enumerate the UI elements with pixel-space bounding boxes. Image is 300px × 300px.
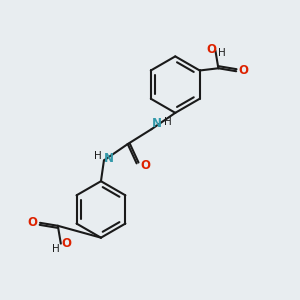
Text: O: O bbox=[207, 43, 217, 56]
Text: N: N bbox=[152, 117, 162, 130]
Text: H: H bbox=[218, 48, 226, 59]
Text: H: H bbox=[94, 151, 102, 161]
Text: H: H bbox=[52, 244, 60, 254]
Text: N: N bbox=[103, 152, 113, 164]
Text: O: O bbox=[28, 216, 38, 229]
Text: H: H bbox=[164, 117, 172, 127]
Text: O: O bbox=[61, 237, 71, 250]
Text: O: O bbox=[140, 159, 150, 172]
Text: O: O bbox=[238, 64, 249, 77]
